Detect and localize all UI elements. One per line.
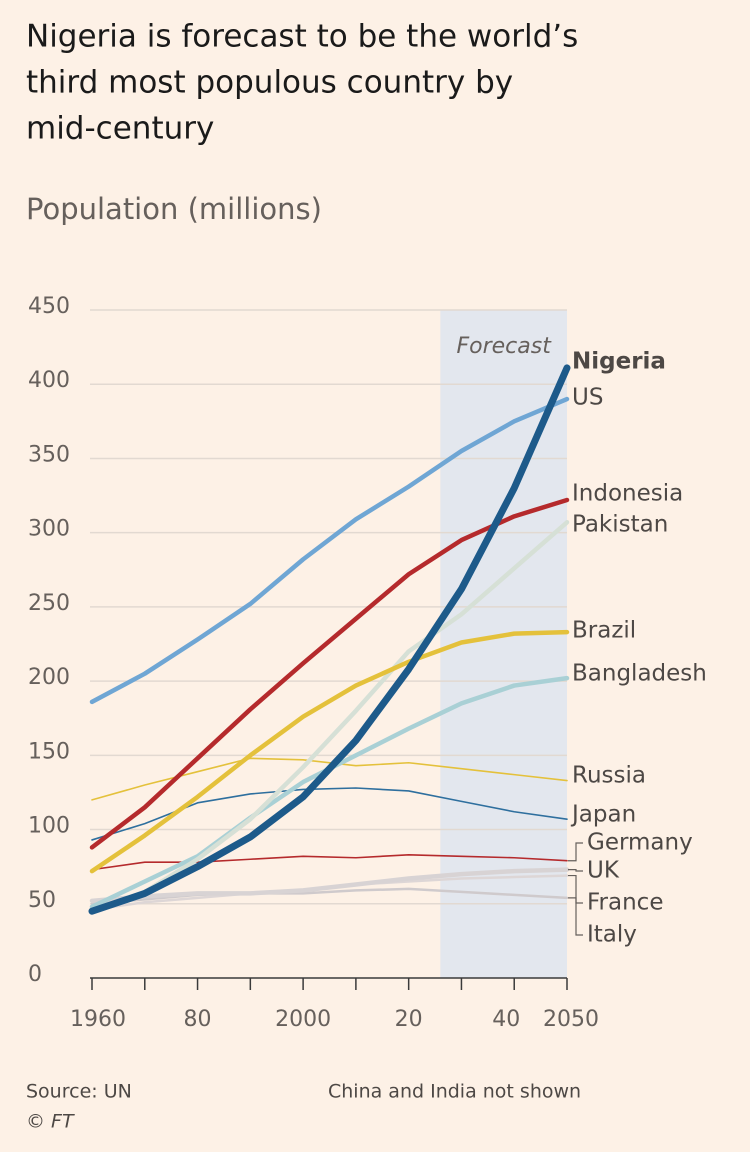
- series-label: Pakistan: [572, 512, 668, 538]
- series-line: [89, 497, 570, 850]
- series-line: [89, 867, 570, 904]
- series-line: [89, 629, 570, 874]
- y-tick-label: 200: [28, 665, 70, 690]
- series-label: Germany: [587, 830, 693, 856]
- label-leader: [568, 842, 583, 862]
- y-tick-label: 300: [28, 517, 70, 542]
- series-label: Nigeria: [572, 349, 666, 375]
- y-tick-label: 150: [28, 739, 70, 764]
- y-tick-label: 0: [28, 962, 42, 987]
- series-label: UK: [587, 858, 620, 884]
- subtitle: Population (millions): [26, 192, 322, 226]
- x-tick-label: 20: [395, 1007, 423, 1032]
- y-tick-label: 50: [28, 888, 56, 913]
- chart-title: mid-century: [26, 111, 214, 147]
- series-label: France: [587, 890, 663, 916]
- y-tick-label: 100: [28, 814, 70, 839]
- series-line: [88, 364, 571, 915]
- credit: © FT: [26, 1111, 75, 1133]
- series-line: [91, 757, 568, 801]
- series-label: Russia: [572, 763, 646, 789]
- note: China and India not shown: [328, 1081, 581, 1103]
- series-label: Italy: [587, 922, 637, 948]
- source: Source: UN: [26, 1081, 132, 1103]
- series-label: Japan: [570, 802, 636, 828]
- x-tick-label: 2000: [275, 1007, 331, 1032]
- chart-title: third most populous country by: [26, 65, 513, 101]
- x-tick-label: 80: [184, 1007, 212, 1032]
- series-label: Bangladesh: [572, 661, 707, 687]
- x-tick-label: 2050: [543, 1007, 599, 1032]
- series-line: [91, 787, 568, 841]
- x-tick-label: 1960: [70, 1007, 126, 1032]
- chart-title: Nigeria is forecast to be the world’s: [26, 19, 578, 55]
- series-label: US: [572, 385, 603, 411]
- y-tick-label: 450: [28, 294, 70, 319]
- series-line: [89, 396, 570, 705]
- y-tick-label: 250: [28, 591, 70, 616]
- label-leader: [568, 897, 583, 936]
- x-tick-label: 40: [492, 1007, 520, 1032]
- series-line: [89, 520, 570, 914]
- label-leader: [568, 874, 583, 904]
- series-line: [91, 853, 568, 871]
- forecast-label: Forecast: [456, 334, 552, 359]
- series-label: Brazil: [572, 618, 636, 644]
- label-leader: [568, 869, 583, 872]
- y-tick-label: 350: [28, 442, 70, 467]
- series-label: Indonesia: [572, 481, 683, 507]
- y-tick-label: 400: [28, 368, 70, 393]
